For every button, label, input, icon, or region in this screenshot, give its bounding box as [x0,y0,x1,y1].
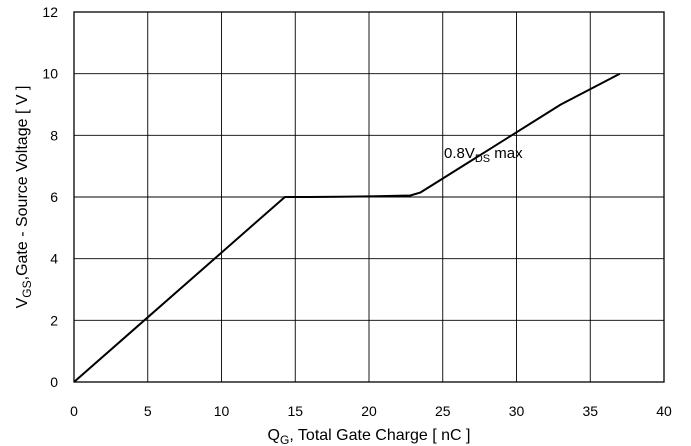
tick-labels: 0 5 10 15 20 25 30 35 40 0 2 4 6 8 10 12 [42,4,672,419]
vgs-curve [74,74,620,382]
x-tick-label: 20 [361,403,377,419]
x-tick-label: 40 [656,403,672,419]
y-tick-label: 10 [42,66,58,82]
x-tick-label: 15 [287,403,303,419]
x-tick-label: 25 [435,403,451,419]
x-tick-label: 5 [144,403,152,419]
y-tick-label: 8 [50,127,58,143]
x-tick-label: 30 [509,403,525,419]
y-axis-title: VGS,Gate - Source Voltage [ V ] [14,86,34,309]
y-tick-label: 0 [50,374,58,390]
x-axis-title: QG, Total Gate Charge [ nC ] [268,427,471,446]
y-tick-label: 6 [50,189,58,205]
annotation-label: 0.8VDS max [444,145,523,165]
y-tick-label: 4 [50,251,58,267]
x-tick-label: 35 [582,403,598,419]
x-tick-label: 0 [70,403,78,419]
y-tick-label: 2 [50,312,58,328]
y-tick-label: 12 [42,4,58,20]
x-tick-label: 10 [214,403,230,419]
